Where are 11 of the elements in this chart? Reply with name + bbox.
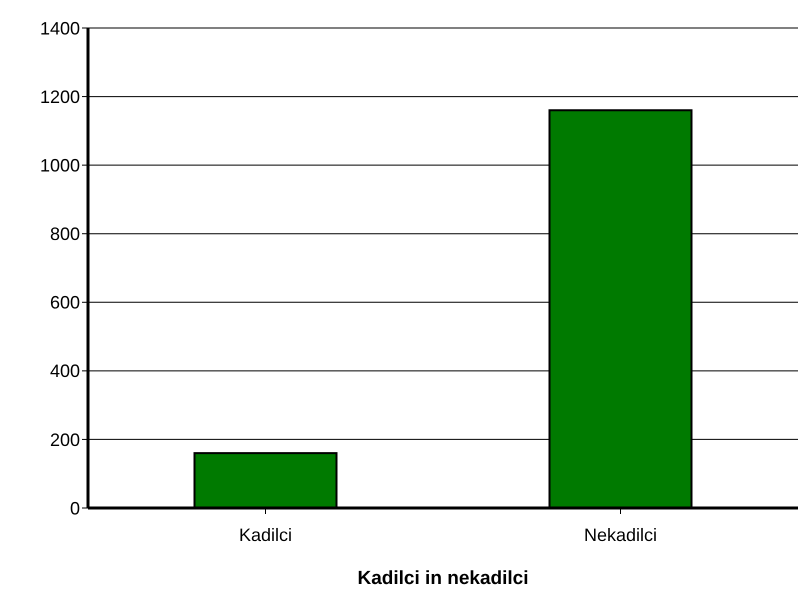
y-tick-label: 1400 bbox=[40, 18, 80, 38]
y-tick-label: 800 bbox=[50, 224, 80, 244]
y-tick-label: 0 bbox=[70, 498, 80, 518]
y-tick-label: 600 bbox=[50, 292, 80, 313]
x-tick-label: Kadilci bbox=[238, 524, 292, 545]
x-axis-title: Kadilci in nekadilci bbox=[356, 568, 530, 590]
y-tick-label: 400 bbox=[50, 361, 80, 382]
y-tick-label: 200 bbox=[50, 430, 80, 450]
y-tick-label: 1000 bbox=[40, 156, 80, 176]
x-tick-label: Nekadilci bbox=[584, 524, 658, 545]
y-tick-label: 1200 bbox=[40, 86, 80, 107]
